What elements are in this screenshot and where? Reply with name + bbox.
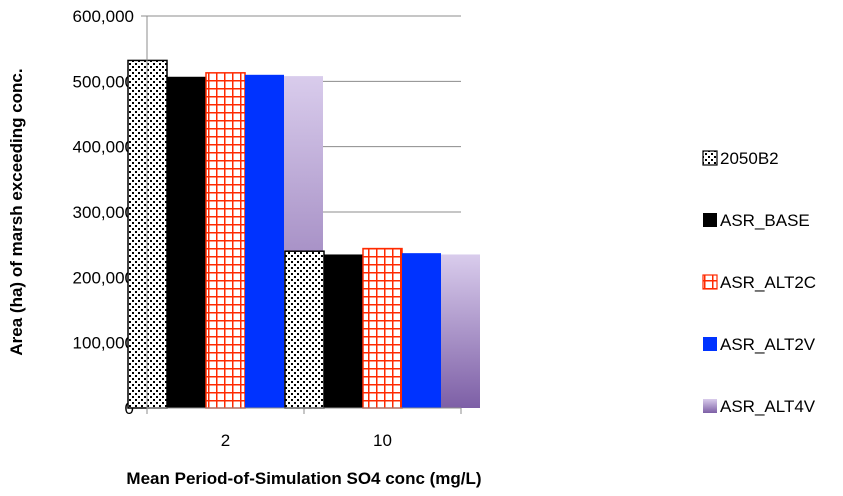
x-axis-title: Mean Period-of-Simulation SO4 conc (mg/L… — [126, 469, 481, 488]
bar-2050b2-cat-10 — [284, 250, 325, 409]
legend-label: ASR_ALT2V — [720, 335, 816, 354]
y-tick-label: 400,000 — [73, 138, 134, 157]
bar-asr-alt4v-cat-10 — [441, 254, 480, 408]
bar-asr-alt2c-cat-2 — [205, 72, 246, 409]
y-tick-label: 500,000 — [73, 72, 134, 91]
x-tick-label: 10 — [373, 431, 392, 450]
y-tick-label: 600,000 — [73, 7, 134, 26]
legend-label: ASR_ALT2C — [720, 273, 816, 292]
bar-asr-alt2c-cat-10 — [362, 247, 403, 409]
legend: 2050B2 ASR_BASE ASR_ALT2C ASR_ALT2V ASR_ALT4… — [702, 149, 816, 416]
bar-asr-alt2v-cat-2 — [245, 74, 284, 409]
y-axis-title: Area (ha) of marsh exceeding conc. — [7, 68, 26, 355]
legend-swatch — [702, 274, 718, 290]
legend-swatch — [703, 399, 717, 413]
bars — [127, 59, 480, 409]
y-tick-label: 200,000 — [73, 268, 134, 287]
legend-label: ASR_BASE — [720, 211, 810, 230]
y-tick-label: 100,000 — [73, 334, 134, 353]
legend-swatch — [702, 150, 718, 166]
x-axis-ticks: 2 10 — [146, 408, 462, 450]
x-tick-label: 2 — [221, 431, 230, 450]
y-axis-ticks: 0100,000200,000300,000400,000500,000600,… — [73, 7, 147, 418]
bar-asr-base-cat-2 — [167, 76, 206, 408]
y-tick-label: 300,000 — [73, 203, 134, 222]
legend-swatch — [703, 213, 717, 227]
bar-asr-base-cat-10 — [324, 254, 363, 408]
legend-label: ASR_ALT4V — [720, 397, 816, 416]
legend-label: 2050B2 — [720, 149, 779, 168]
legend-swatch — [703, 337, 717, 351]
bar-asr-alt2v-cat-10 — [402, 253, 441, 408]
